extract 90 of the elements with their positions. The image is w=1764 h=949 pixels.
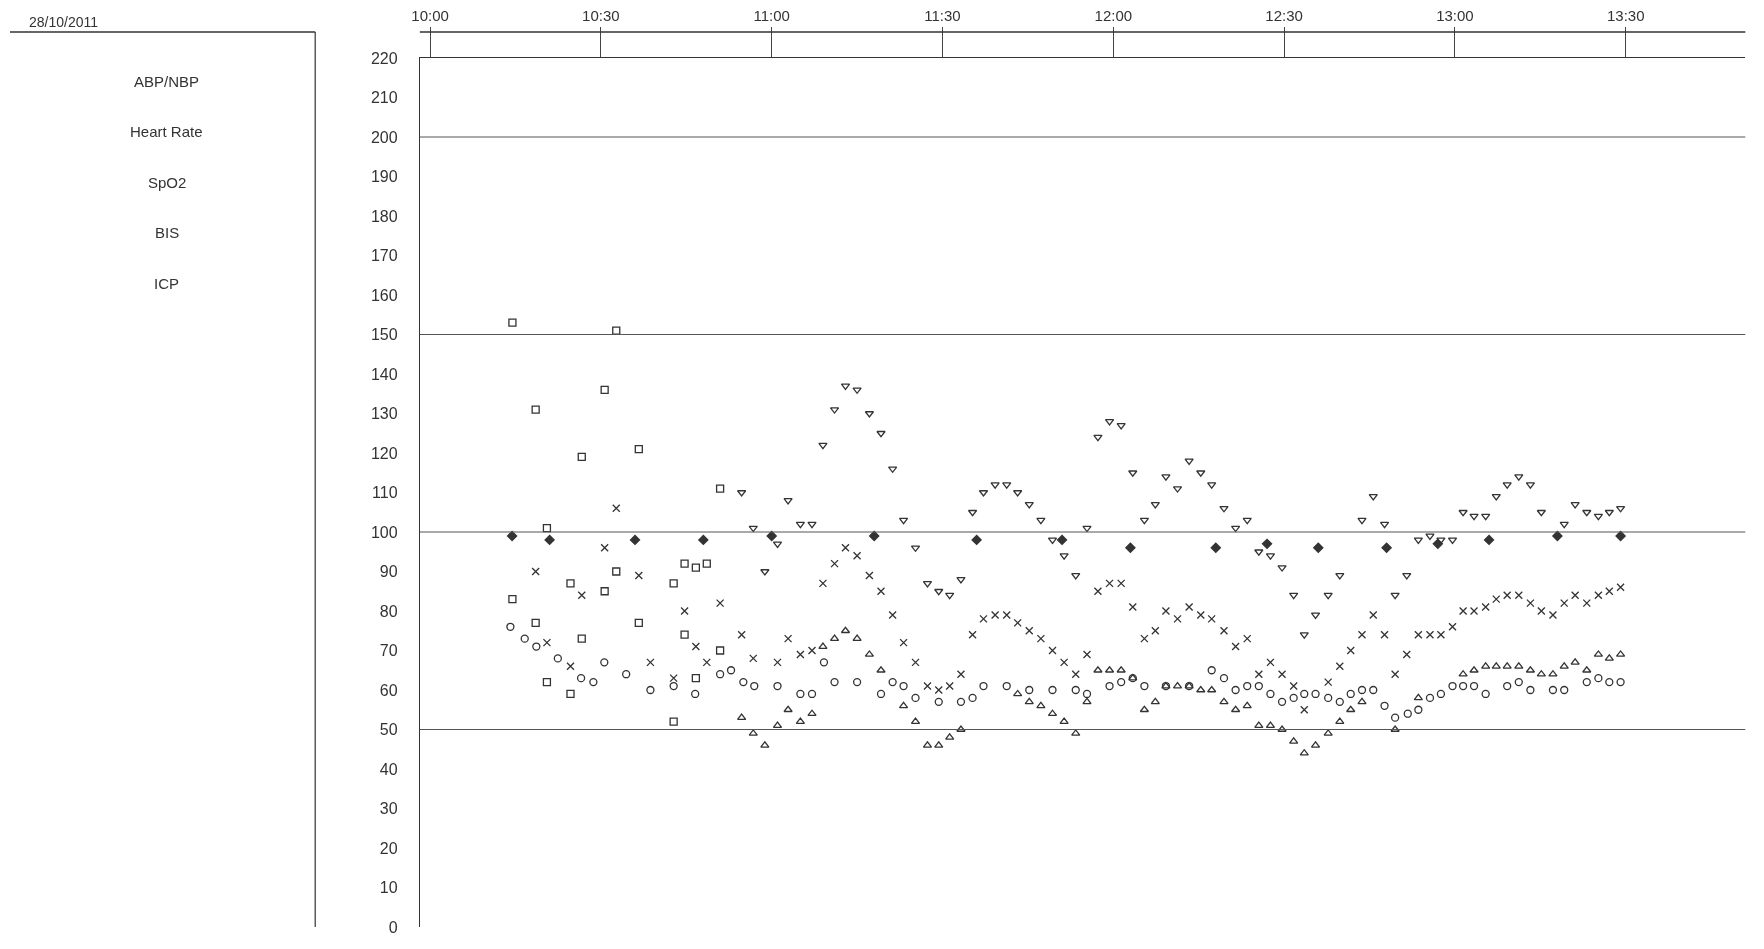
- point: [544, 534, 555, 546]
- point: [1125, 542, 1136, 553]
- point: [1483, 534, 1495, 546]
- x-tick-label: 13:00: [1436, 7, 1474, 24]
- point: [698, 534, 709, 546]
- y-tick-label: 220: [370, 49, 398, 67]
- x-tick-label: 10:00: [411, 7, 449, 24]
- point: [531, 405, 540, 414]
- point: [971, 534, 982, 546]
- point: [680, 630, 689, 639]
- point: [1210, 542, 1221, 553]
- point: [612, 567, 621, 576]
- point: [634, 444, 643, 454]
- point: [566, 689, 575, 699]
- text: Heart Rate: [130, 123, 203, 140]
- point: [1261, 538, 1273, 550]
- y-tick-label: 190: [370, 168, 398, 186]
- x-tick-label: 11:00: [753, 7, 790, 24]
- point: [542, 677, 552, 687]
- y-tick-label: 180: [370, 207, 398, 225]
- x-tick-label: 11:30: [924, 7, 961, 24]
- y-tick-label: 200: [370, 128, 398, 146]
- point: [634, 618, 643, 627]
- point: [566, 579, 575, 588]
- point: [669, 579, 678, 588]
- point: [646, 658, 655, 667]
- x-tick-label: 13:30: [1606, 7, 1645, 24]
- point: [691, 674, 701, 683]
- x-tick-label: 12:30: [1265, 7, 1303, 24]
- point: [1313, 542, 1324, 553]
- y-tick-label: 60: [379, 681, 398, 699]
- text: ICP: [154, 275, 180, 292]
- y-tick-label: 150: [370, 326, 398, 344]
- y-tick-label: 20: [379, 839, 398, 857]
- point: [1552, 530, 1563, 542]
- point: [612, 504, 621, 513]
- y-tick-label: 50: [379, 721, 398, 739]
- y-tick-label: 120: [370, 444, 398, 462]
- point: [1432, 538, 1444, 550]
- point: [508, 318, 517, 327]
- point: [634, 571, 643, 580]
- y-tick-label: 170: [370, 247, 398, 265]
- point: [691, 642, 701, 651]
- y-tick-label: 80: [379, 602, 398, 620]
- y-tick-label: 0: [388, 918, 398, 936]
- text: SpO2: [148, 174, 187, 191]
- point: [506, 530, 518, 542]
- y-tick-label: 130: [370, 405, 398, 423]
- point: [702, 559, 711, 568]
- y-tick-label: 40: [379, 760, 398, 778]
- text: 28/10/2011: [29, 14, 99, 30]
- y-tick-label: 70: [379, 642, 398, 660]
- y-tick-label: 110: [372, 484, 398, 502]
- point: [577, 452, 586, 462]
- text: BIS: [155, 224, 180, 241]
- point: [600, 587, 609, 596]
- point: [680, 606, 689, 616]
- point: [542, 523, 552, 533]
- point: [715, 598, 725, 608]
- point: [669, 674, 678, 683]
- x-tick-label: 10:30: [582, 7, 620, 24]
- point: [577, 591, 586, 600]
- point: [508, 595, 517, 604]
- point: [577, 634, 586, 643]
- point: [680, 559, 689, 568]
- point: [702, 658, 711, 667]
- point: [531, 618, 540, 627]
- y-tick-label: 90: [379, 563, 398, 581]
- point: [566, 662, 575, 671]
- point: [868, 530, 880, 542]
- y-tick-label: 10: [379, 879, 398, 897]
- x-tick-label: 12:00: [1094, 7, 1133, 24]
- text: ABP/NBP: [134, 73, 200, 90]
- point: [612, 326, 621, 335]
- point: [715, 646, 725, 655]
- point: [600, 385, 609, 394]
- point: [531, 567, 540, 576]
- y-tick-label: 160: [370, 286, 398, 304]
- y-tick-label: 140: [370, 365, 398, 383]
- point: [629, 534, 641, 546]
- y-tick-label: 210: [370, 89, 398, 107]
- point: [542, 638, 552, 647]
- y-tick-label: 100: [370, 523, 398, 541]
- point: [600, 543, 609, 552]
- point: [691, 563, 701, 572]
- y-tick-label: 30: [379, 800, 398, 818]
- point: [1381, 542, 1392, 553]
- point: [1056, 534, 1068, 546]
- point: [669, 717, 678, 726]
- point: [715, 484, 725, 493]
